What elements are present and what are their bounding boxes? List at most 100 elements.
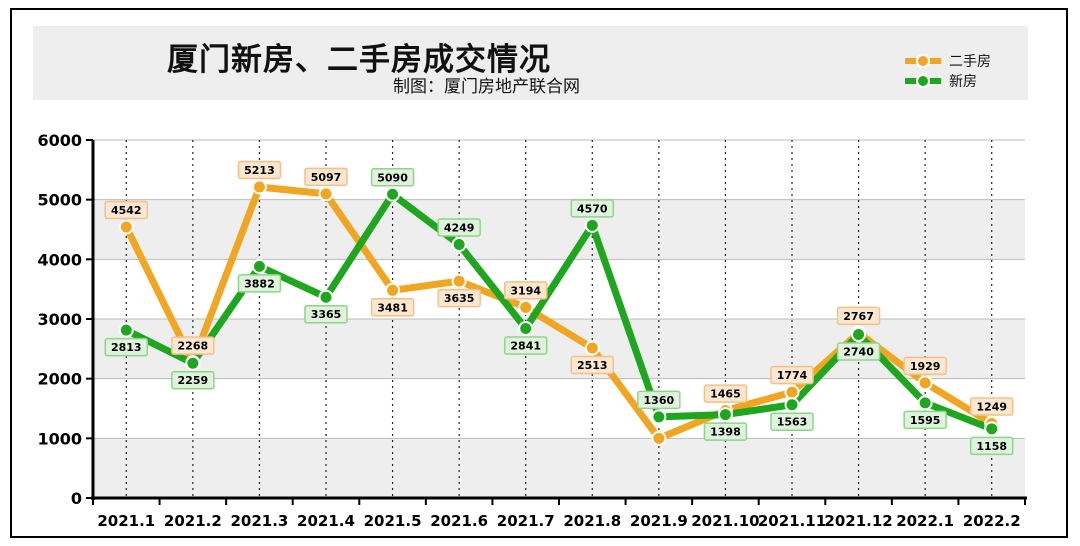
data-label-box	[836, 306, 881, 326]
data-label-box	[969, 397, 1014, 416]
data-point	[185, 355, 201, 371]
data-label-box	[503, 336, 548, 355]
data-label: 5097	[311, 171, 342, 184]
data-label: 1929	[910, 360, 941, 373]
data-label: 3194	[510, 284, 541, 297]
data-label: 3882	[244, 277, 275, 290]
legend-marker-second-hand	[905, 54, 941, 68]
data-label: 1398	[710, 426, 741, 439]
y-tick-label: 4000	[37, 250, 82, 269]
data-label: 1249	[976, 400, 1007, 413]
data-label: 5213	[244, 164, 275, 177]
x-tick-label: 2022.2	[963, 512, 1021, 530]
data-label-box	[370, 298, 415, 317]
x-tick-label: 2021.11	[758, 512, 826, 530]
data-point	[917, 375, 933, 391]
x-tick-label: 2021.12	[824, 512, 892, 530]
data-label-box	[570, 199, 615, 218]
data-label: 1774	[777, 369, 808, 382]
data-label-box	[836, 342, 881, 361]
data-label-box	[703, 422, 748, 441]
chart-title: 厦门新房、二手房成交情况	[167, 42, 551, 78]
x-tick-label: 2021.8	[563, 512, 621, 530]
x-tick-label: 2021.1	[97, 512, 155, 530]
data-label: 4542	[111, 204, 142, 217]
data-label-box	[770, 412, 814, 431]
y-tick-label: 1000	[37, 429, 82, 448]
data-label: 1158	[976, 440, 1007, 453]
x-tick-label: 2022.1	[896, 512, 954, 530]
y-tick-label: 6000	[37, 131, 82, 150]
data-label-box	[703, 384, 748, 403]
x-tick-label: 2021.5	[364, 512, 422, 530]
data-label: 2513	[577, 359, 608, 372]
data-point	[451, 273, 467, 289]
data-label: 2841	[510, 339, 541, 352]
legend-label-new-house: 新房	[949, 74, 977, 90]
data-label: 1563	[777, 416, 808, 429]
data-point	[318, 289, 334, 305]
data-label: 1465	[710, 388, 741, 401]
y-tick-label: 2000	[37, 370, 82, 389]
data-label-box	[503, 281, 548, 300]
data-point	[717, 407, 733, 423]
legend-marker-new-house	[905, 74, 941, 88]
data-label: 4249	[444, 221, 475, 234]
data-point	[385, 282, 401, 298]
data-point	[984, 421, 1000, 437]
data-label-box	[637, 390, 681, 410]
chart-subtitle: 制图：厦门房地产联合网	[393, 77, 580, 97]
data-label: 2268	[178, 340, 209, 353]
data-point	[784, 384, 800, 400]
data-point	[518, 299, 534, 315]
data-point	[851, 327, 867, 343]
data-point	[518, 320, 534, 336]
data-label-box	[171, 370, 215, 390]
y-tick-label: 0	[71, 489, 82, 508]
chart-header: 厦门新房、二手房成交情况 制图：厦门房地产联合网 二手房 新房	[33, 26, 1028, 100]
data-label-box	[437, 288, 481, 308]
data-label-box	[237, 274, 282, 293]
data-label-box	[370, 168, 415, 187]
x-tick-label: 2021.6	[430, 512, 488, 530]
data-label: 1595	[910, 414, 941, 427]
y-tick-label: 3000	[37, 310, 82, 329]
data-label-box	[304, 167, 348, 187]
data-label: 2767	[843, 310, 874, 323]
x-tick-label: 2021.9	[630, 512, 688, 530]
data-label: 4570	[577, 202, 608, 215]
data-label-box	[770, 365, 814, 385]
data-point	[584, 217, 600, 233]
data-point	[385, 186, 401, 202]
data-label: 5090	[377, 171, 408, 184]
x-tick-label: 2021.7	[497, 512, 555, 530]
x-tick-label: 2021.2	[164, 512, 222, 530]
data-point	[651, 409, 667, 425]
data-point	[451, 236, 467, 252]
legend-label-second-hand: 二手房	[949, 54, 991, 70]
y-tick-label: 5000	[37, 191, 82, 210]
data-label: 3365	[311, 308, 342, 321]
data-label: 3481	[377, 301, 408, 314]
data-label-box	[969, 436, 1014, 456]
data-point	[318, 186, 334, 202]
grid-band	[93, 438, 1025, 498]
data-label-box	[570, 355, 615, 375]
data-label-box	[104, 337, 149, 357]
x-tick-label: 2021.10	[691, 512, 759, 530]
data-point	[251, 258, 267, 274]
data-point	[784, 397, 800, 413]
x-tick-label: 2021.4	[297, 512, 355, 530]
data-label: 2259	[178, 374, 209, 387]
data-label: 3635	[444, 292, 475, 305]
data-label-box	[903, 356, 947, 376]
data-label: 2740	[843, 346, 874, 359]
data-label-box	[171, 336, 215, 355]
data-label-box	[104, 200, 149, 220]
data-point	[584, 340, 600, 356]
data-point	[118, 322, 134, 338]
data-point	[118, 219, 134, 235]
data-label-box	[304, 304, 348, 324]
data-label-box	[237, 160, 282, 180]
